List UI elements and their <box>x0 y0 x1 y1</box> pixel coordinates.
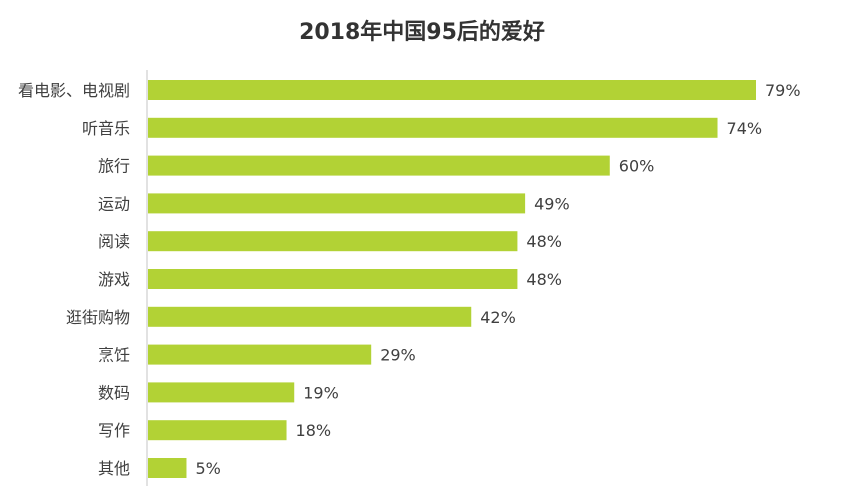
data-label: 5% <box>195 459 220 478</box>
data-label: 19% <box>303 383 339 402</box>
category-label: 数码 <box>98 383 130 402</box>
data-label: 18% <box>296 421 332 440</box>
bar <box>148 193 526 214</box>
bar <box>148 231 518 252</box>
bar <box>148 306 472 327</box>
category-label: 旅行 <box>98 157 130 176</box>
category-label: 游戏 <box>98 270 130 289</box>
category-label: 逛街购物 <box>66 308 130 327</box>
category-label: 看电影、电视剧 <box>18 81 130 100</box>
data-label: 48% <box>526 232 562 251</box>
category-label: 烹饪 <box>98 346 130 365</box>
bar <box>148 155 610 176</box>
bar <box>148 117 718 138</box>
chart-title: 2018年中国95后的爱好 <box>299 20 545 45</box>
data-label: 74% <box>727 119 763 138</box>
category-label: 其他 <box>98 459 130 478</box>
data-label: 42% <box>480 308 516 327</box>
data-label: 60% <box>619 157 655 176</box>
category-label: 听音乐 <box>82 119 130 138</box>
data-label: 48% <box>526 270 562 289</box>
data-label: 49% <box>534 194 570 213</box>
bar <box>148 382 295 403</box>
category-label: 写作 <box>98 421 130 440</box>
bar <box>148 269 518 289</box>
data-label: 29% <box>380 346 416 365</box>
bar <box>148 80 756 100</box>
bar <box>148 344 372 365</box>
data-label: 79% <box>765 81 801 100</box>
bar <box>148 458 187 478</box>
bar <box>148 420 287 441</box>
category-label: 运动 <box>98 194 130 213</box>
category-label: 阅读 <box>98 232 130 251</box>
